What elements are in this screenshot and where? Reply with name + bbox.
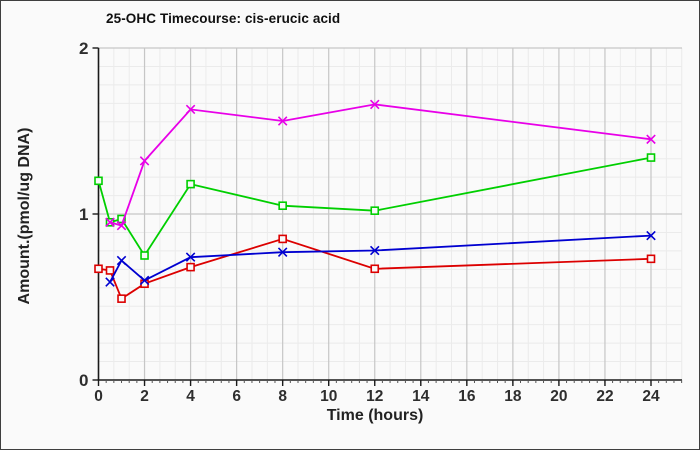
x-tick-label: 14	[412, 388, 430, 405]
x-tick-label: 22	[596, 388, 613, 405]
series-blue-x-marker	[105, 277, 115, 287]
series-red-squares-marker	[105, 266, 115, 275]
series-magenta-x-marker	[116, 220, 127, 231]
series-magenta-x-marker	[139, 156, 150, 166]
series-green-squares-marker	[117, 214, 126, 224]
series-blue-x-marker	[277, 247, 288, 257]
series-magenta-x-marker	[185, 104, 196, 115]
x-tick-label: 12	[366, 388, 383, 405]
x-tick-label: 10	[320, 388, 337, 405]
series-blue-x-marker	[185, 252, 196, 262]
x-axis-title: Time (hours)	[326, 407, 424, 424]
series-green-squares-marker	[370, 206, 380, 215]
x-tick-label: 2	[140, 388, 149, 405]
x-tick-label: 4	[186, 388, 195, 405]
series-magenta-x-marker	[277, 116, 288, 126]
series-magenta-x-marker	[105, 217, 115, 228]
chart-title: 25-OHC Timecourse: cis-erucic acid	[106, 11, 341, 26]
series-red-squares-line	[98, 237, 652, 301]
series-magenta-x-marker	[369, 99, 380, 110]
series-blue-x-marker	[116, 255, 127, 266]
x-tick-label: 18	[504, 388, 522, 405]
series-green-squares-marker	[140, 251, 149, 260]
y-tick-label: 1	[79, 205, 88, 224]
series-red-squares-marker	[370, 264, 380, 274]
x-tick-label: 20	[550, 388, 567, 405]
series-magenta-x-marker	[646, 134, 656, 145]
x-tick-label: 0	[94, 388, 103, 405]
y-tick-label: 0	[79, 371, 88, 390]
series-green-squares-marker	[186, 179, 195, 189]
x-tick-label: 6	[232, 388, 241, 405]
series-green-squares-marker	[94, 176, 103, 186]
series-green-squares-marker	[646, 153, 656, 162]
series-green-squares-marker	[278, 201, 287, 210]
series-blue-x-marker	[139, 275, 150, 286]
series-red-squares-marker	[646, 254, 656, 264]
x-tick-label: 16	[458, 388, 476, 405]
x-tick-label: 24	[642, 388, 660, 405]
series-red-squares-marker	[117, 294, 126, 303]
series-blue-x-marker	[646, 230, 656, 241]
y-tick-label: 2	[79, 39, 88, 58]
x-tick-label: 8	[278, 388, 287, 405]
series-red-squares-marker	[278, 234, 287, 244]
series-red-squares-marker	[94, 264, 103, 274]
series-red-squares-marker	[186, 262, 195, 272]
series-blue-x-marker	[369, 245, 380, 256]
